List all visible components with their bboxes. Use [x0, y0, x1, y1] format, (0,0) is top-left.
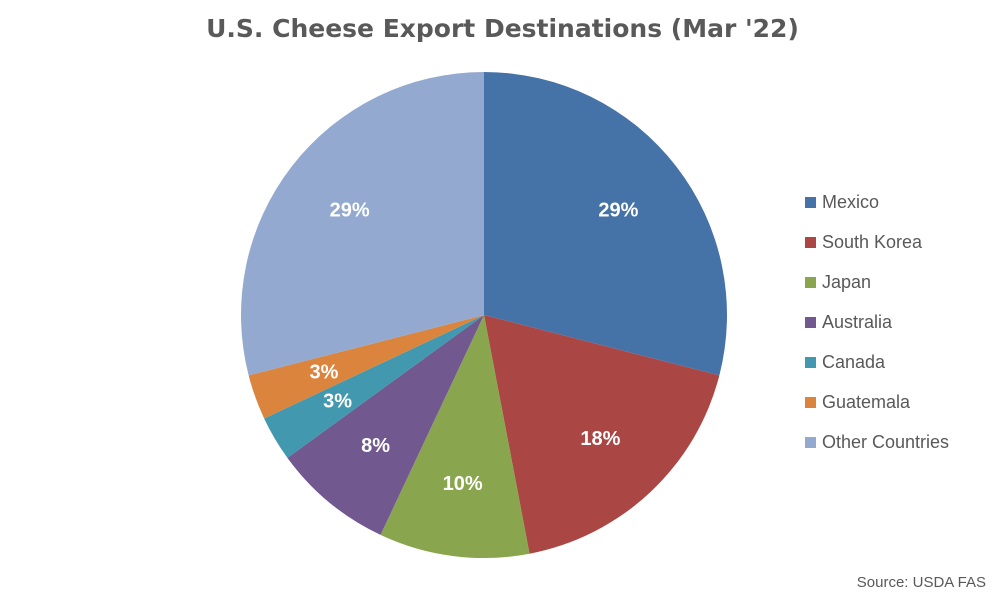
legend-item: Guatemala	[805, 382, 949, 422]
pie-slice-south-korea	[484, 315, 720, 554]
legend-swatch	[805, 276, 816, 288]
chart-title: U.S. Cheese Export Destinations (Mar '22…	[206, 14, 799, 43]
chart-legend: Mexico South Korea Japan Australia Canada Gua…	[805, 182, 949, 462]
pie-slice-australia	[287, 315, 484, 535]
legend-item: Other Countries	[805, 422, 949, 462]
legend-label: Australia	[822, 311, 893, 332]
pie-data-labels: 29% 18% 10% 8% 3% 3% 29%	[310, 200, 639, 495]
legend-swatch	[805, 436, 816, 448]
data-label-guatemala: 3%	[310, 362, 339, 384]
pie-slice-mexico	[484, 72, 727, 376]
data-label-mexico: 29%	[598, 200, 638, 222]
legend-swatch	[805, 236, 816, 248]
legend-label: South Korea	[822, 231, 923, 252]
data-label-japan: 10%	[443, 473, 483, 495]
pie-slice-canada	[264, 315, 484, 458]
source-note: Source: USDA FAS	[856, 574, 986, 591]
legend-label: Other Countries	[822, 431, 950, 452]
legend-label: Mexico	[822, 191, 880, 212]
data-label-other-countries: 29%	[330, 200, 370, 222]
data-label-australia: 8%	[361, 435, 390, 457]
data-label-south-korea: 18%	[580, 428, 620, 450]
pie-slice-guatemala	[248, 315, 484, 419]
legend-swatch	[805, 396, 816, 408]
legend-label: Canada	[822, 351, 886, 372]
pie-slice-other-countries	[240, 72, 484, 376]
data-label-canada: 3%	[323, 391, 352, 413]
legend-label: Guatemala	[822, 391, 911, 412]
legend-item: South Korea	[805, 222, 949, 262]
legend-item: Australia	[805, 302, 949, 342]
pie-slices	[240, 72, 727, 558]
legend-swatch	[805, 196, 816, 208]
legend-swatch	[805, 356, 816, 368]
legend-item: Mexico	[805, 182, 949, 222]
legend-label: Japan	[822, 271, 872, 292]
legend-swatch	[805, 316, 816, 328]
pie-slice-japan	[380, 315, 530, 558]
legend-item: Japan	[805, 262, 949, 302]
legend-item: Canada	[805, 342, 949, 382]
